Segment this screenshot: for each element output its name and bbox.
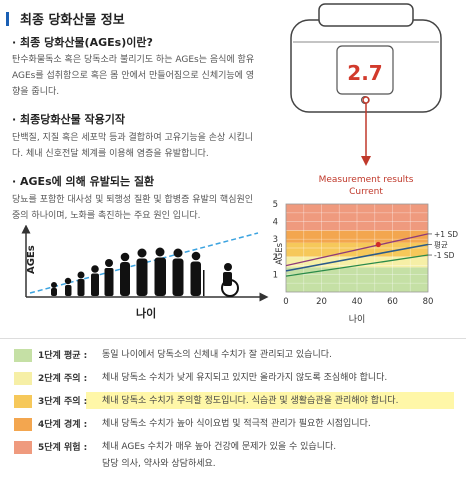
chart-series-line-3 bbox=[285, 254, 429, 277]
device-screen bbox=[336, 45, 394, 95]
chart-x-tick-label: 60 bbox=[387, 297, 398, 307]
section-heading-mechanism: · 최종당화산물 작용기작 bbox=[12, 113, 126, 126]
legend-swatch-3 bbox=[14, 395, 32, 408]
legend-desc-3: 체내 당독소 수치가 주의할 정도입니다. 식습관 및 생활습관을 관리해야 합… bbox=[102, 396, 399, 406]
chart-band-2 bbox=[286, 256, 428, 268]
measurement-label: Measurement results Current bbox=[306, 174, 426, 198]
chart-y-axis-label: AGEs bbox=[275, 242, 285, 265]
legend-label-3: 3단계 주의 : bbox=[38, 397, 88, 407]
legend-swatch-1 bbox=[14, 349, 32, 362]
age-diagram-x-label: 나이 bbox=[136, 306, 156, 320]
legend-desc-4: 체내 당독소 수치가 높아 식이요법 및 적극적 관리가 필요한 시점입니다. bbox=[102, 419, 371, 429]
chart-series-label-3: -1 SD bbox=[434, 251, 455, 260]
legend-swatch-2 bbox=[14, 372, 32, 385]
section-text-mechanism: 단백질, 지질 혹은 세포막 등과 결합하여 고유기능을 손상 시킵니다. 체내… bbox=[12, 133, 254, 159]
page-title: 최종 당화산물 정보 bbox=[20, 13, 125, 28]
chart-x-tick-label: 40 bbox=[352, 297, 363, 307]
chart-frame bbox=[285, 203, 429, 293]
chart-x-axis-label: 나이 bbox=[349, 314, 366, 325]
legend-desc-1: 동일 나이에서 당독소의 신체내 수치가 잘 관리되고 있습니다. bbox=[102, 350, 332, 360]
aging-illustration: AGEs 나이 bbox=[21, 225, 269, 320]
people-silhouettes-icon bbox=[51, 247, 232, 296]
chart-series-line-2 bbox=[285, 243, 429, 272]
legend-desc-5: 체내 AGEs 수치가 매우 높아 건강에 문제가 있을 수 있습니다. 담당 의… bbox=[102, 442, 337, 469]
age-trend-line bbox=[29, 232, 259, 294]
result-arrow bbox=[361, 96, 371, 166]
legend-label-2: 2단계 주의 : bbox=[38, 374, 88, 384]
chart-y-tick-label: 1 bbox=[273, 270, 278, 280]
section-heading-what-is-ages: · 최종 당화산물(AGEs)이란? bbox=[12, 36, 153, 49]
chart-y-tick-label: 5 bbox=[273, 200, 278, 210]
legend-highlight bbox=[86, 392, 454, 409]
device-value: 2.7 bbox=[347, 61, 382, 85]
chart-band-5 bbox=[286, 204, 428, 231]
divider bbox=[0, 338, 466, 339]
measuring-device: 2.7 bbox=[290, 3, 442, 113]
legend-label-4: 4단계 경계 : bbox=[38, 420, 88, 430]
age-diagram-y-label: AGEs bbox=[26, 245, 37, 274]
measurement-label-line1: Measurement results bbox=[318, 175, 414, 185]
chart-y-tick-label: 3 bbox=[273, 235, 278, 245]
title-accent-bar bbox=[6, 12, 9, 26]
section-text-what-is-ages: 탄수화물독소 혹은 당독소라 불리기도 하는 AGEs는 음식에 함유 AGEs… bbox=[12, 55, 255, 97]
legend-swatch-5 bbox=[14, 441, 32, 454]
section-text-diseases: 당뇨를 포함한 대사성 및 퇴행성 질환 및 합병증 유발의 핵심원인 중의 하… bbox=[12, 195, 254, 221]
legend-label-5: 5단계 위험 : bbox=[38, 443, 88, 453]
legend-desc-2: 체내 당독소 수치가 낮게 유지되고 있지만 올라가지 않도록 조심해야 합니다… bbox=[102, 373, 388, 383]
chart-series-line-1 bbox=[285, 233, 429, 267]
chart-series-label-2: 평균 bbox=[434, 239, 448, 249]
chart-y-tick-label: 4 bbox=[273, 218, 278, 228]
legend-swatch-4 bbox=[14, 418, 32, 431]
chart-x-tick-label: 80 bbox=[423, 297, 434, 307]
chart-x-tick-label: 0 bbox=[283, 297, 288, 307]
chart-band-4 bbox=[286, 230, 428, 243]
chart-current-point bbox=[375, 241, 381, 248]
section-heading-diseases: · AGEs에 의해 유발되는 질환 bbox=[12, 175, 155, 188]
measurement-label-line2: Current bbox=[349, 187, 383, 197]
legend-label-1: 1단계 평균 : bbox=[38, 351, 88, 361]
chart-x-tick-label: 20 bbox=[316, 297, 327, 307]
chart-y-tick-label: 2 bbox=[273, 253, 278, 263]
chart-band-1 bbox=[286, 267, 428, 292]
chart-series-label-1: +1 SD bbox=[434, 230, 458, 239]
